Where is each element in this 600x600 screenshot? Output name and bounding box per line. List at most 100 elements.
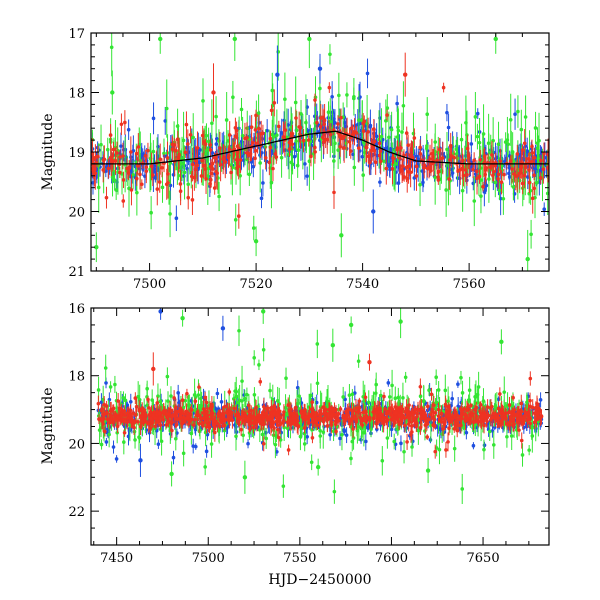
bottom-point-green xyxy=(264,436,268,441)
top-point-green xyxy=(285,135,289,140)
top-point-blue xyxy=(421,180,425,185)
top-point-red xyxy=(530,159,534,164)
bottom-point-green xyxy=(234,394,239,399)
bottom-point-red xyxy=(239,427,243,432)
bottom-point-green xyxy=(187,403,192,407)
bottom-point-green xyxy=(261,347,266,352)
bottom-point-green xyxy=(107,432,111,437)
top-point-green xyxy=(295,163,300,168)
top-point-green xyxy=(536,156,541,161)
bottom-point-green xyxy=(237,328,241,333)
top-point-red xyxy=(422,165,427,170)
bottom-point-green xyxy=(380,458,385,463)
top-point-red xyxy=(463,168,468,172)
top-point-green xyxy=(516,109,520,114)
bottom-point-green xyxy=(284,376,288,381)
top-point-red xyxy=(138,172,142,177)
top-point-red xyxy=(526,157,531,161)
top-point-red xyxy=(447,177,452,181)
bottom-point-green xyxy=(257,363,261,367)
bottom-point-green xyxy=(520,453,525,457)
top-point-red xyxy=(212,155,217,160)
bottom-point-green xyxy=(318,428,322,433)
top-point-red xyxy=(183,150,188,155)
bottom-point-green xyxy=(509,434,514,438)
top-point-green xyxy=(352,165,357,170)
bottom-point-green xyxy=(387,395,392,399)
bottom-point-green xyxy=(108,385,113,389)
top-point-blue xyxy=(126,127,131,132)
bottom-point-green xyxy=(245,392,249,397)
top-outlier-point-blue xyxy=(317,66,323,71)
bottom-point-green xyxy=(434,375,438,380)
bottom-point-blue xyxy=(538,398,543,402)
bottom-point-blue xyxy=(219,400,224,404)
top-point-red xyxy=(332,190,336,195)
top-point-red xyxy=(184,122,189,127)
top-point-blue xyxy=(153,175,158,180)
top-point-green xyxy=(505,138,510,142)
top-point-green xyxy=(379,134,384,139)
bottom-point-green xyxy=(128,423,132,428)
top-point-red xyxy=(405,176,410,181)
top-point-red xyxy=(263,156,268,160)
top-outlier-point-green xyxy=(158,36,163,42)
bottom-point-blue xyxy=(328,433,332,437)
bottom-point-red xyxy=(363,395,368,400)
bottom-point-green xyxy=(349,456,353,461)
top-point-red xyxy=(384,166,389,171)
bottom-point-green xyxy=(443,388,448,393)
top-point-red xyxy=(193,167,198,172)
top-point-red xyxy=(414,174,419,178)
bottom-point-red xyxy=(403,423,407,428)
top-point-red xyxy=(322,122,326,126)
top-point-red xyxy=(201,163,206,168)
top-point-green xyxy=(459,137,464,142)
top-point-green xyxy=(205,174,210,178)
top-point-red xyxy=(297,125,301,129)
bottom-point-blue xyxy=(450,396,455,401)
top-point-blue xyxy=(259,196,264,201)
bottom-point-blue xyxy=(104,440,109,444)
bottom-point-green xyxy=(252,355,257,360)
top-point-red xyxy=(269,108,274,113)
bottom-point-green xyxy=(476,385,481,389)
top-point-red xyxy=(229,170,233,175)
bottom-point-green xyxy=(309,460,314,465)
bottom-point-green xyxy=(321,430,326,435)
bottom-point-red xyxy=(172,396,176,400)
top-point-red xyxy=(315,120,319,125)
bottom-point-green xyxy=(181,451,186,456)
top-point-red xyxy=(271,166,275,171)
top-point-red xyxy=(146,148,150,153)
bottom-point-blue xyxy=(389,427,394,432)
top-point-red xyxy=(208,142,213,147)
bottom-point-green xyxy=(347,393,352,397)
top-outlier-point-green xyxy=(232,36,237,42)
top-point-green xyxy=(114,188,118,192)
top-point-red xyxy=(361,129,366,133)
top-point-red xyxy=(502,172,506,177)
top-point-red xyxy=(520,181,525,186)
bottom-point-green xyxy=(341,395,345,399)
top-point-red xyxy=(471,167,475,172)
top-point-red xyxy=(477,174,482,179)
top-point-green xyxy=(511,185,516,189)
top-point-red xyxy=(253,128,258,132)
top-point-green xyxy=(336,148,340,152)
top-point-red xyxy=(309,154,313,159)
bottom-point-green xyxy=(401,396,405,400)
top-y-tick-label: 20 xyxy=(68,206,85,221)
top-point-red xyxy=(227,133,232,137)
top-point-green xyxy=(454,152,459,156)
top-point-red xyxy=(391,156,395,160)
top-outlier-point-red xyxy=(211,90,216,95)
top-point-green xyxy=(294,128,299,133)
top-point-green xyxy=(361,173,365,177)
top-point-red xyxy=(508,159,513,163)
bottom-point-green xyxy=(362,431,366,435)
top-point-green xyxy=(400,130,404,134)
top-point-green xyxy=(389,127,394,132)
bottom-point-green xyxy=(298,421,303,426)
top-point-green xyxy=(396,125,400,129)
